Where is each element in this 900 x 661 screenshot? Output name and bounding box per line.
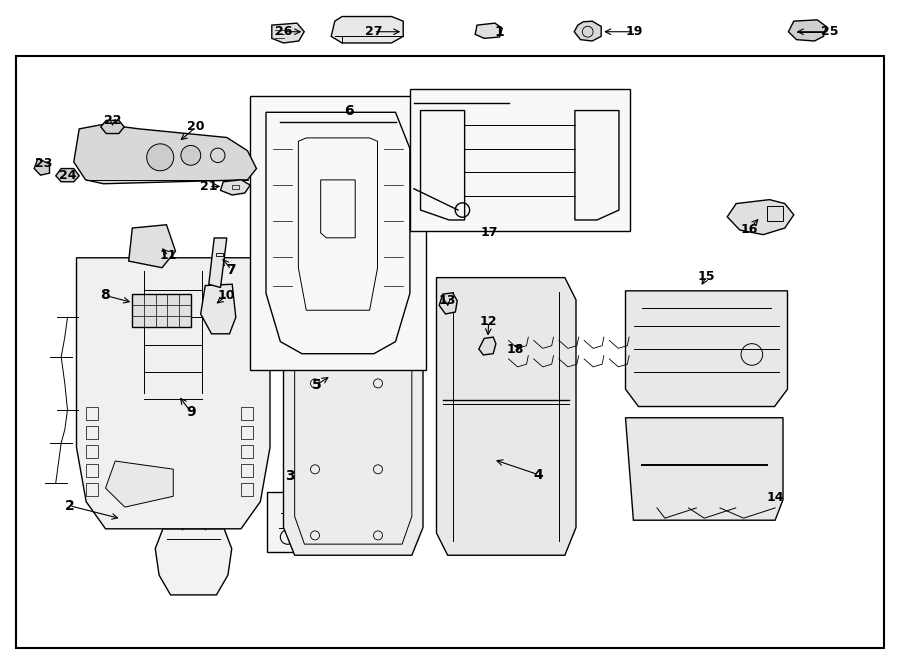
Polygon shape bbox=[76, 258, 270, 529]
Polygon shape bbox=[155, 529, 232, 595]
Text: 8: 8 bbox=[101, 288, 110, 303]
Polygon shape bbox=[101, 120, 124, 134]
Polygon shape bbox=[56, 169, 79, 182]
Polygon shape bbox=[436, 278, 576, 555]
Text: 15: 15 bbox=[698, 270, 716, 283]
Text: 2: 2 bbox=[65, 498, 74, 513]
Polygon shape bbox=[250, 96, 426, 370]
Text: 13: 13 bbox=[438, 294, 456, 307]
Circle shape bbox=[147, 144, 174, 171]
Text: 23: 23 bbox=[34, 157, 52, 171]
Text: 1: 1 bbox=[495, 24, 504, 39]
Text: 20: 20 bbox=[187, 120, 205, 134]
Text: 18: 18 bbox=[506, 342, 524, 356]
Polygon shape bbox=[132, 294, 191, 327]
Polygon shape bbox=[272, 23, 304, 43]
Text: 5: 5 bbox=[312, 377, 321, 392]
Polygon shape bbox=[479, 337, 496, 355]
Polygon shape bbox=[220, 180, 250, 195]
Polygon shape bbox=[34, 159, 50, 175]
Polygon shape bbox=[727, 200, 794, 235]
Text: 16: 16 bbox=[740, 223, 758, 236]
Text: 14: 14 bbox=[767, 490, 785, 504]
Polygon shape bbox=[209, 238, 227, 288]
Text: 11: 11 bbox=[159, 249, 177, 262]
Text: 22: 22 bbox=[104, 114, 122, 127]
Polygon shape bbox=[201, 284, 236, 334]
Polygon shape bbox=[105, 461, 173, 507]
Polygon shape bbox=[439, 293, 457, 314]
Polygon shape bbox=[311, 261, 353, 278]
Polygon shape bbox=[129, 225, 176, 268]
Polygon shape bbox=[475, 23, 502, 38]
Polygon shape bbox=[574, 21, 601, 41]
Polygon shape bbox=[788, 20, 826, 41]
Polygon shape bbox=[267, 492, 335, 552]
Text: 25: 25 bbox=[821, 25, 839, 38]
Polygon shape bbox=[410, 89, 630, 231]
Text: 4: 4 bbox=[534, 467, 543, 482]
Text: 6: 6 bbox=[345, 104, 354, 118]
Text: 3: 3 bbox=[285, 469, 294, 483]
Polygon shape bbox=[284, 278, 423, 555]
Circle shape bbox=[181, 145, 201, 165]
Text: 26: 26 bbox=[274, 25, 292, 38]
Polygon shape bbox=[626, 291, 788, 407]
Text: 9: 9 bbox=[186, 405, 195, 419]
Text: 21: 21 bbox=[200, 180, 218, 193]
Text: 24: 24 bbox=[58, 169, 76, 182]
Polygon shape bbox=[626, 418, 783, 520]
Polygon shape bbox=[74, 124, 256, 184]
Text: 12: 12 bbox=[480, 315, 498, 329]
Text: 17: 17 bbox=[481, 226, 499, 239]
Text: 27: 27 bbox=[364, 25, 382, 38]
Text: 10: 10 bbox=[218, 289, 236, 302]
Text: 7: 7 bbox=[227, 262, 236, 277]
Polygon shape bbox=[331, 17, 403, 43]
Text: 19: 19 bbox=[626, 25, 644, 38]
